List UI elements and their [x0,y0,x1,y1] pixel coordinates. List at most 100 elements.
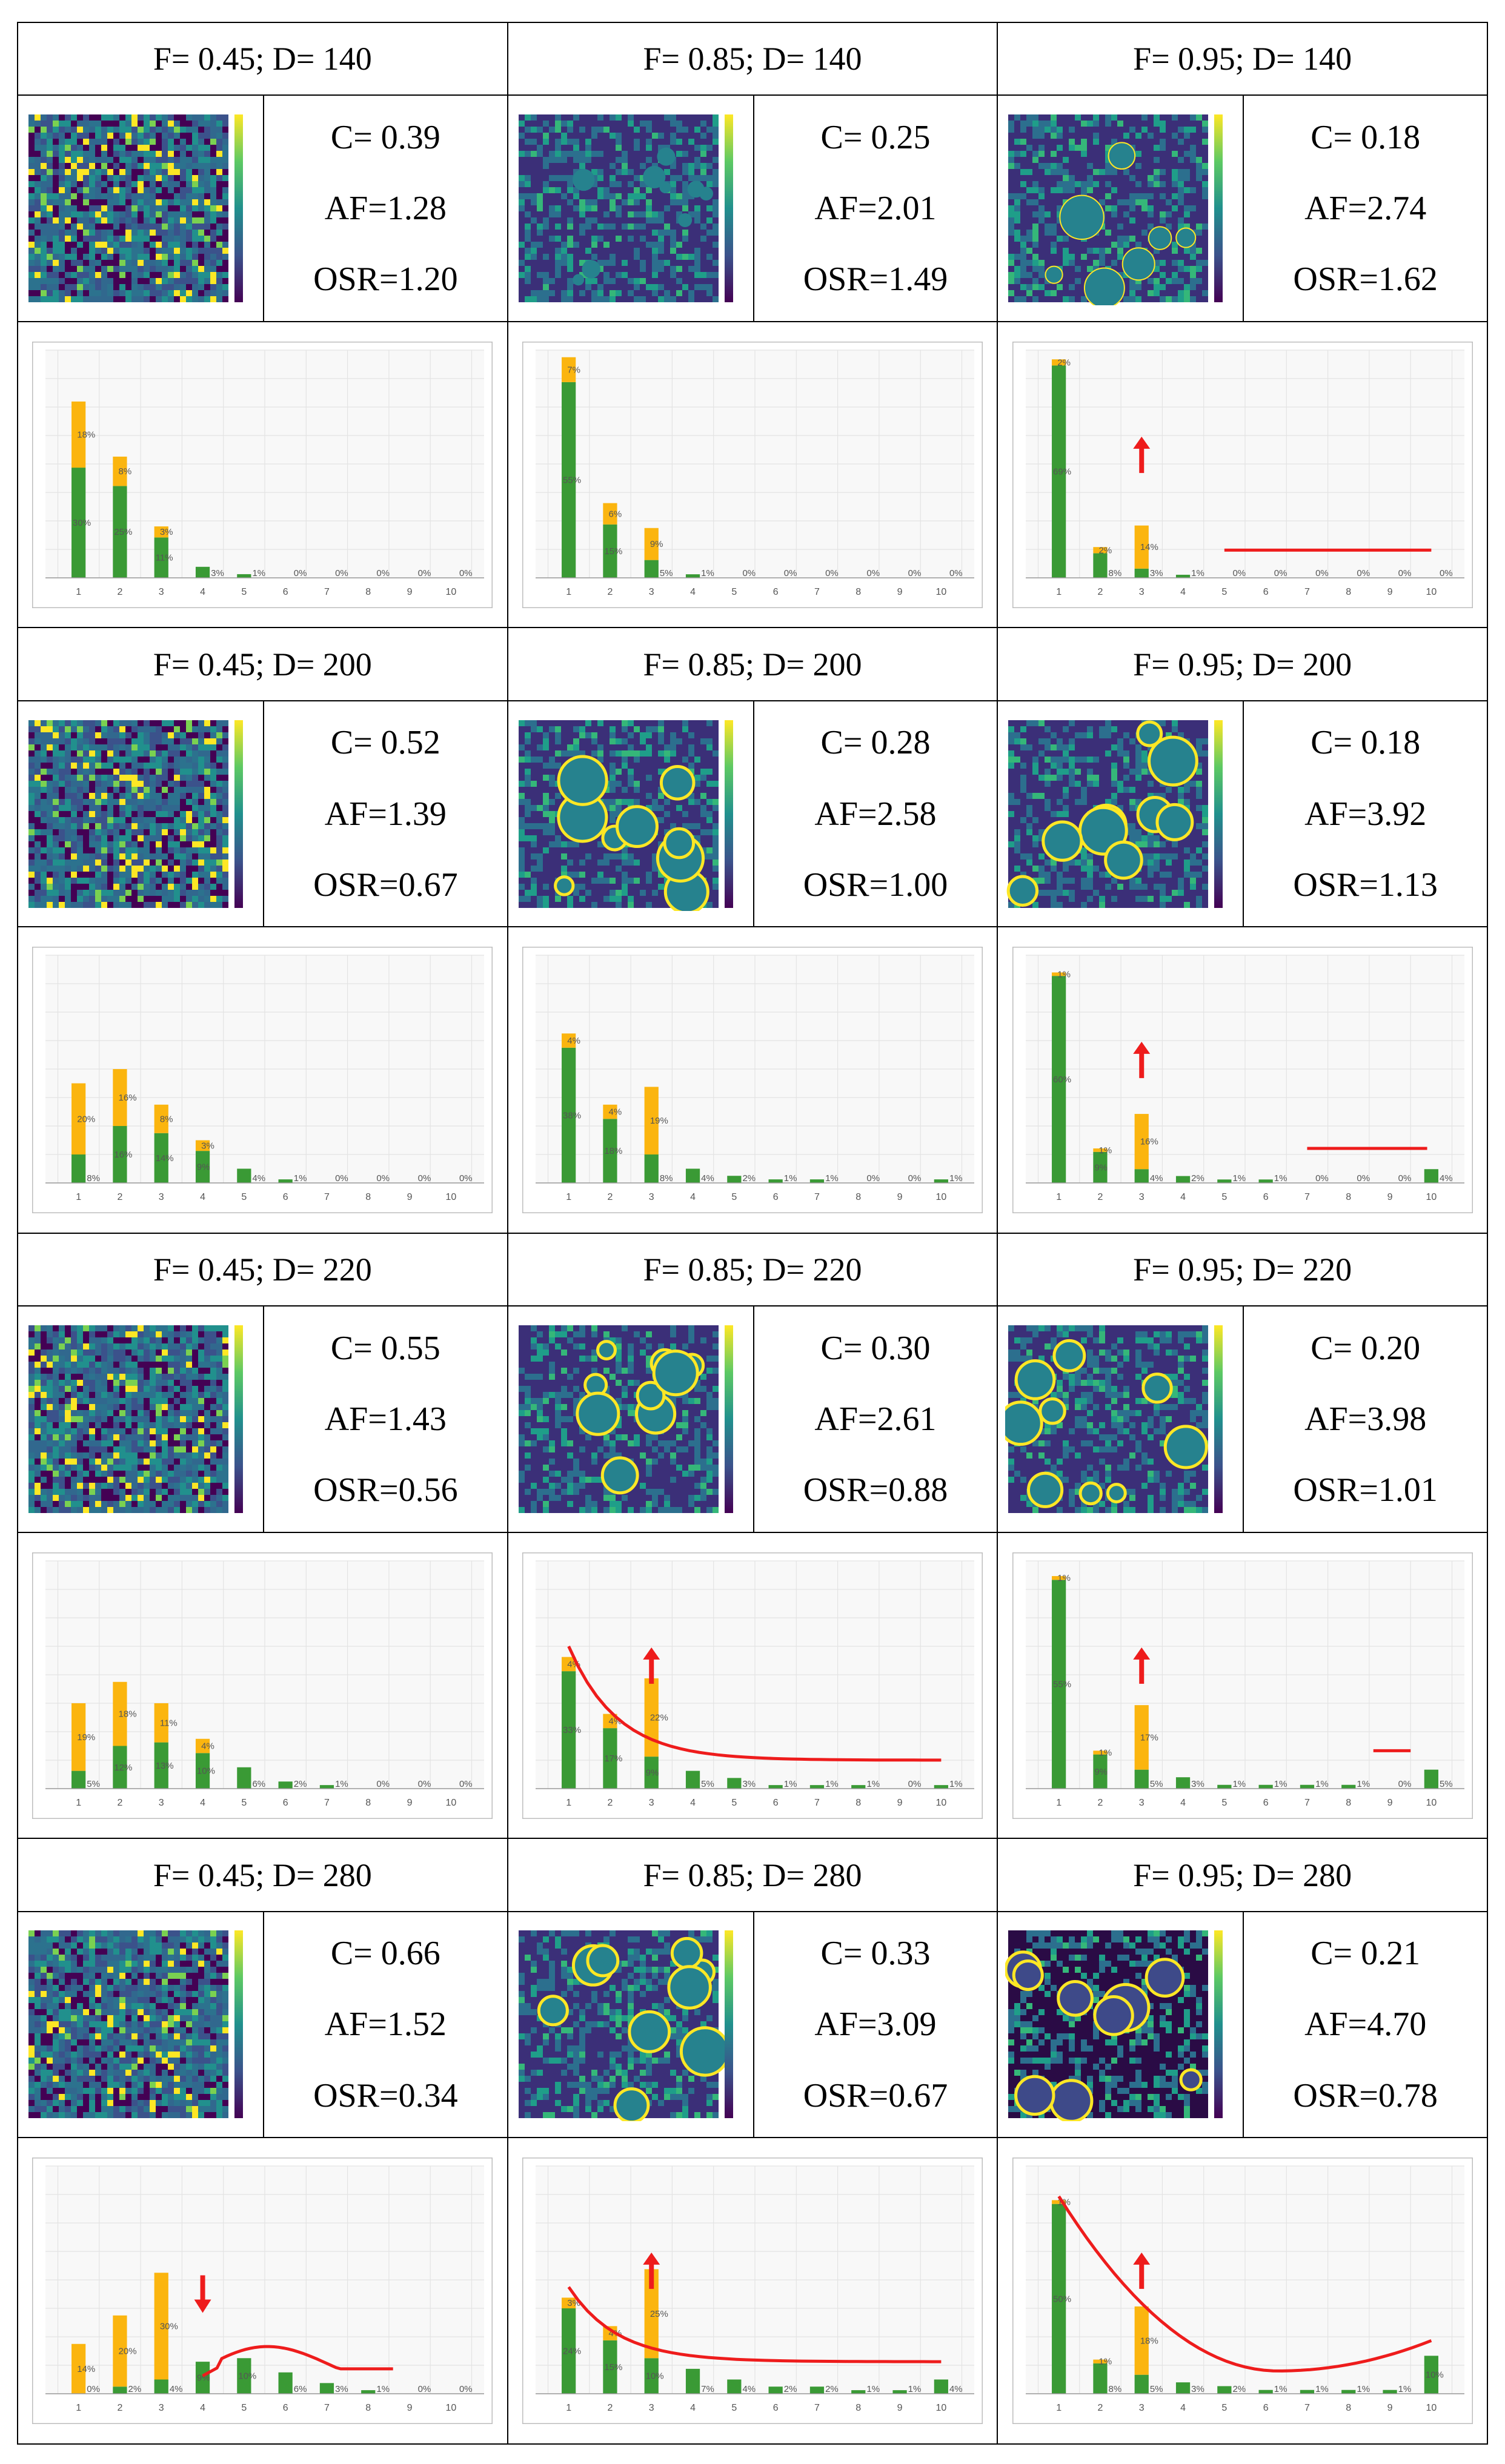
heatmap-container [998,96,1244,321]
green-data-label: 0% [418,2384,431,2394]
orange-data-label: 17% [1140,1732,1158,1743]
x-tick-label: 9 [1387,2403,1392,2413]
orange-data-label: 8% [160,1114,173,1124]
bar-orange [562,1033,576,1048]
metric-c: C= 0.18 [1311,118,1421,156]
green-data-label: 33% [563,1725,581,1735]
green-data-label: 0% [87,2384,101,2394]
orange-data-label: 18% [78,429,96,440]
green-data-label: 1% [1357,2384,1370,2394]
x-tick-label: 4 [1180,587,1186,597]
x-tick-label: 7 [814,1798,820,1808]
green-data-label: 0% [294,568,307,578]
green-data-label: 12% [115,1762,133,1772]
heatmap [28,1325,243,1513]
green-data-label: 5% [1150,2384,1163,2394]
metric-osr: OSR=1.13 [1293,866,1438,904]
x-tick-label: 10 [446,587,457,597]
x-tick-label: 4 [1180,1798,1186,1808]
green-data-label: 0% [459,568,473,578]
x-tick-label: 4 [1180,1192,1186,1202]
green-data-label: 0% [418,1173,431,1184]
green-data-label: 0% [418,1779,431,1789]
x-tick-label: 5 [1221,2403,1227,2413]
bar-green [1258,2389,1273,2394]
x-tick-label: 5 [731,1798,737,1808]
bar-green [1175,2382,1190,2394]
green-data-label: 1% [825,1173,839,1184]
green-data-label: 0% [377,1779,390,1789]
bar-green [934,1784,948,1789]
bar-orange [1092,1148,1108,1152]
chart-cell: 8% 20% 1 16% 16% 2 14% 8% 3 9% 3% 4 4% 5 1% 6 0% 7 0% 8 0% 9 0… [17,926,508,1234]
green-data-label: 1% [253,568,266,578]
green-data-label: 2% [294,1779,307,1789]
x-tick-label: 5 [242,587,247,597]
heatmap-clusters [1045,142,1197,306]
chart-cell: 5% 19% 1 12% 18% 2 13% 11% 3 10% 4% 4 6% 5 2% 6 1% 7 0% 8 0%… [17,1531,508,1840]
orange-data-label: 19% [78,1732,96,1742]
panel-title: F= 0.45; D= 140 [17,21,508,96]
x-tick-label: 2 [607,2403,613,2413]
x-tick-label: 4 [1180,2403,1186,2413]
chart-cell: 33% 4% 1 17% 4% 2 9% 22% 3 5% 4 3% 5 1% 6 1% 7 1% 8 0% 9 1% 10 [507,1531,998,1840]
green-data-label: 2% [128,2384,142,2394]
metric-c: C= 0.33 [820,1935,931,1973]
bar-green [237,574,251,578]
green-data-label: 0% [908,1173,922,1184]
orange-data-label: 25% [650,2309,668,2319]
green-data-label: 0% [1398,1779,1411,1789]
bar-chart: 38%4%118%4%28%19%34%42%51%61%70%80%91%10 [522,947,983,1214]
colorbar [1214,1325,1223,1513]
x-tick-label: 5 [1221,1798,1227,1808]
x-tick-label: 5 [731,2403,737,2413]
bar-green [320,1784,334,1789]
map-metrics-cell: C= 0.18 AF=2.74 OSR=1.62 [997,94,1488,322]
green-data-label: 0% [866,568,880,578]
colorbar [234,114,243,303]
x-tick-label: 1 [566,1798,571,1808]
chart-cell: 55% 7% 1 15% 6% 2 5% 9% 3 1% 4 0% 5 0% 6 0% 7 0% 8 0% 9 0% 10 [507,320,998,629]
green-data-label: 1% [701,568,714,578]
bar-orange [644,2269,659,2359]
orange-data-label: 4% [201,1741,214,1751]
x-tick-label: 10 [1426,2403,1437,2413]
green-data-label: 8% [1108,568,1121,578]
x-tick-label: 10 [935,1192,946,1202]
bar-green [1258,1784,1273,1789]
heatmap [518,114,733,303]
metric-af: AF=3.92 [1304,795,1427,833]
x-tick-label: 8 [366,587,371,597]
green-data-label: 1% [1315,1779,1329,1789]
x-tick-label: 2 [1097,587,1103,597]
arrow-up-icon [643,2252,660,2289]
green-data-label: 4% [1150,1173,1163,1184]
green-data-label: 0% [418,568,431,578]
orange-data-label: 14% [1140,542,1158,552]
green-data-label: 6% [294,2384,307,2394]
bar-green [196,566,210,578]
green-data-label: 3% [335,2384,348,2394]
bar-orange [562,357,576,382]
map-metrics-cell: C= 0.52 AF=1.39 OSR=0.67 [17,700,508,928]
heatmap-container [998,1912,1244,2138]
metric-osr: OSR=1.49 [803,260,948,299]
map-metrics-cell: C= 0.55 AF=1.43 OSR=0.56 [17,1305,508,1533]
heatmap-noise [28,1930,228,2119]
x-tick-label: 6 [773,1798,779,1808]
x-tick-label: 4 [200,2403,205,2413]
bar-orange [1134,1704,1149,1770]
bar-green [196,2362,210,2394]
bar-orange [1134,1114,1149,1170]
x-tick-label: 7 [324,587,330,597]
bar-green [1175,1777,1190,1789]
x-tick-label: 4 [200,587,205,597]
x-tick-label: 9 [897,1192,903,1202]
green-data-label: 0% [335,1173,348,1184]
heatmap-clusters [1005,1950,1203,2122]
x-tick-label: 7 [324,1798,330,1808]
x-tick-label: 5 [1221,1192,1227,1202]
green-data-label: 50% [1053,2294,1071,2304]
bar-orange [196,1738,210,1753]
x-tick-label: 3 [649,1798,654,1808]
